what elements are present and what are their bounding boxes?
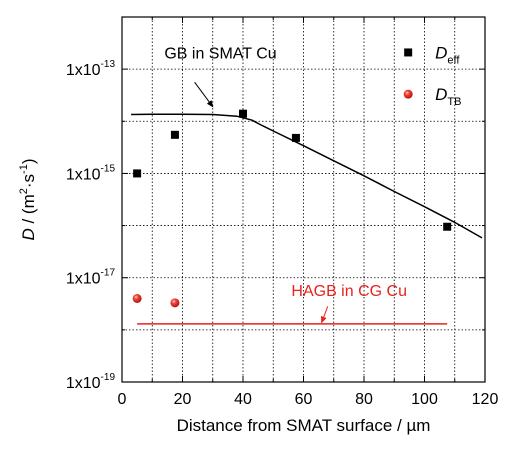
data-point-deff bbox=[239, 109, 247, 118]
data-point-dtb bbox=[170, 298, 180, 308]
x-tick-label: 80 bbox=[355, 391, 373, 408]
y-tick-label: 1x10-13 bbox=[66, 59, 116, 79]
x-tick-label: 100 bbox=[411, 391, 438, 408]
data-points bbox=[132, 109, 452, 308]
axis-ticks bbox=[121, 16, 486, 383]
fit-lines bbox=[131, 113, 483, 325]
grid bbox=[122, 17, 485, 382]
y-axis-label: D / (m2·s-1) bbox=[18, 158, 38, 240]
data-point-dtb bbox=[132, 293, 142, 303]
data-point-deff bbox=[170, 130, 179, 139]
annotation-gb-smat: GB in SMAT Cu bbox=[164, 46, 276, 63]
annotation-gb-arrow bbox=[194, 81, 214, 108]
legend-marker-deff bbox=[404, 48, 413, 57]
y-tick-label: 1x10-15 bbox=[66, 163, 116, 183]
data-point-deff bbox=[291, 133, 300, 142]
x-tick-label: 0 bbox=[118, 391, 127, 408]
annotation-hagb-cg: HAGB in CG Cu bbox=[291, 283, 407, 300]
y-tick-label: 1x10-19 bbox=[66, 372, 116, 392]
fit-line bbox=[131, 113, 483, 239]
x-tick-label: 120 bbox=[472, 391, 499, 408]
x-tick-label: 60 bbox=[295, 391, 313, 408]
x-tick-label: 40 bbox=[234, 391, 252, 408]
data-point-deff bbox=[133, 169, 142, 178]
y-tick-label: 1x10-17 bbox=[66, 268, 116, 288]
legend: Deff DTB bbox=[403, 43, 461, 108]
legend-label-deff: Deff bbox=[435, 43, 460, 66]
svg-text:D / (m2·s-1): D / (m2·s-1) bbox=[18, 158, 38, 240]
x-tick-label: 20 bbox=[174, 391, 192, 408]
annotation-hagb-arrow bbox=[320, 306, 329, 324]
legend-label-dtb: DTB bbox=[435, 85, 461, 108]
data-point-deff bbox=[443, 222, 452, 231]
annotations: GB in SMAT Cu HAGB in CG Cu bbox=[164, 46, 407, 324]
x-axis-label: Distance from SMAT surface / µm bbox=[177, 416, 431, 435]
legend-marker-dtb bbox=[403, 89, 413, 99]
tick-labels: 0 20 40 60 80 100 120 1x10-13 1x10-15 1x10-17 1x10… bbox=[66, 59, 499, 408]
